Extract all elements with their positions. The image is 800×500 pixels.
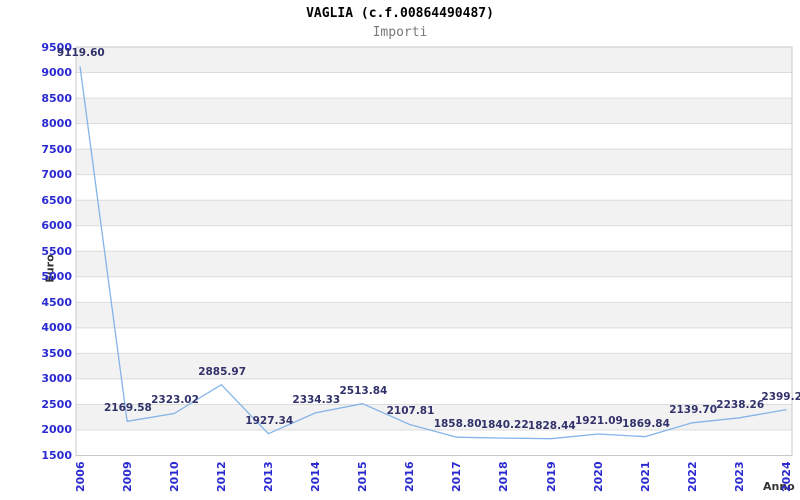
plot-band xyxy=(76,302,792,328)
y-axis-tick-label: 3500 xyxy=(41,346,72,360)
plot-band xyxy=(76,251,792,277)
plot-border xyxy=(75,46,793,456)
data-point-label: 1840.22 xyxy=(480,419,529,432)
y-axis-tick-label: 8000 xyxy=(41,117,72,131)
data-point-label: 1869.84 xyxy=(622,417,670,430)
y-axis-tick-label: 4500 xyxy=(41,295,72,309)
data-point-label: 1828.44 xyxy=(527,419,576,432)
x-axis-tick-label: 2023 xyxy=(732,461,746,492)
data-point-label: 2399.2 xyxy=(761,390,800,403)
y-axis-tick-label: 2500 xyxy=(41,397,72,411)
plot-band xyxy=(76,98,792,124)
x-axis-title: Anno xyxy=(763,480,795,493)
data-point-label: 2323.02 xyxy=(151,394,199,407)
x-axis-tick-label: 2016 xyxy=(403,461,417,492)
x-axis-tick-label: 2009 xyxy=(120,461,134,492)
data-point-label: 1858.80 xyxy=(433,418,482,431)
chart-subtitle: Importi xyxy=(372,25,428,40)
y-axis-tick-label: 6000 xyxy=(41,219,72,233)
x-axis-tick-label: 2018 xyxy=(497,461,511,492)
x-axis-tick-label: 2024 xyxy=(780,461,793,492)
y-axis-tick-label: 7000 xyxy=(41,168,72,182)
x-axis-tick-label: 2022 xyxy=(685,461,699,492)
chart-title: VAGLIA (c.f.00864490487) xyxy=(306,6,494,21)
data-point-label: 2513.84 xyxy=(339,384,388,397)
plot-band xyxy=(76,200,792,226)
x-axis-tick-label: 2012 xyxy=(214,461,228,492)
data-point-label: 2107.81 xyxy=(386,405,435,418)
y-axis-tick-label: 6500 xyxy=(41,193,72,207)
data-point-label: 2238.26 xyxy=(716,398,765,411)
x-axis-tick-label: 2021 xyxy=(638,461,652,492)
y-axis-tick-label: 5000 xyxy=(41,270,72,284)
data-point-label: 2139.70 xyxy=(669,403,718,416)
y-axis-tick-label: 8500 xyxy=(41,91,72,105)
plot-band xyxy=(76,149,792,175)
data-point-label: 1921.09 xyxy=(575,414,623,427)
y-axis-tick-label: 4000 xyxy=(41,321,72,335)
x-axis-tick-label: 2014 xyxy=(309,461,322,492)
y-axis-tick-label: 2000 xyxy=(41,423,72,437)
x-axis-tick-label: 2017 xyxy=(450,461,464,492)
y-axis-tick-label: 7500 xyxy=(41,142,72,156)
data-point-label: 1927.34 xyxy=(245,414,294,427)
y-axis-tick-label: 1500 xyxy=(41,449,72,462)
x-axis-tick-label: 2006 xyxy=(73,461,87,492)
data-point-label: 9119.60 xyxy=(56,47,105,60)
data-point-label: 2334.33 xyxy=(292,393,341,406)
x-axis-tick-label: 2020 xyxy=(591,461,605,492)
y-axis-tick-label: 9500 xyxy=(41,40,72,54)
y-axis-tick-label: 5500 xyxy=(41,244,72,258)
plot-band xyxy=(76,353,792,379)
x-axis-tick-label: 2013 xyxy=(261,461,275,492)
data-point-label: 2885.97 xyxy=(198,365,247,378)
data-point-label: 2169.58 xyxy=(104,402,152,415)
plot-band xyxy=(76,404,792,430)
x-axis-tick-label: 2010 xyxy=(167,461,181,492)
plot-band xyxy=(76,47,792,73)
line-series xyxy=(79,66,787,440)
y-axis-tick-label: 9000 xyxy=(41,66,72,80)
y-axis-tick-label: 3000 xyxy=(41,372,72,386)
x-axis-tick-label: 2019 xyxy=(544,461,558,492)
x-axis-tick-label: 2015 xyxy=(356,461,370,492)
